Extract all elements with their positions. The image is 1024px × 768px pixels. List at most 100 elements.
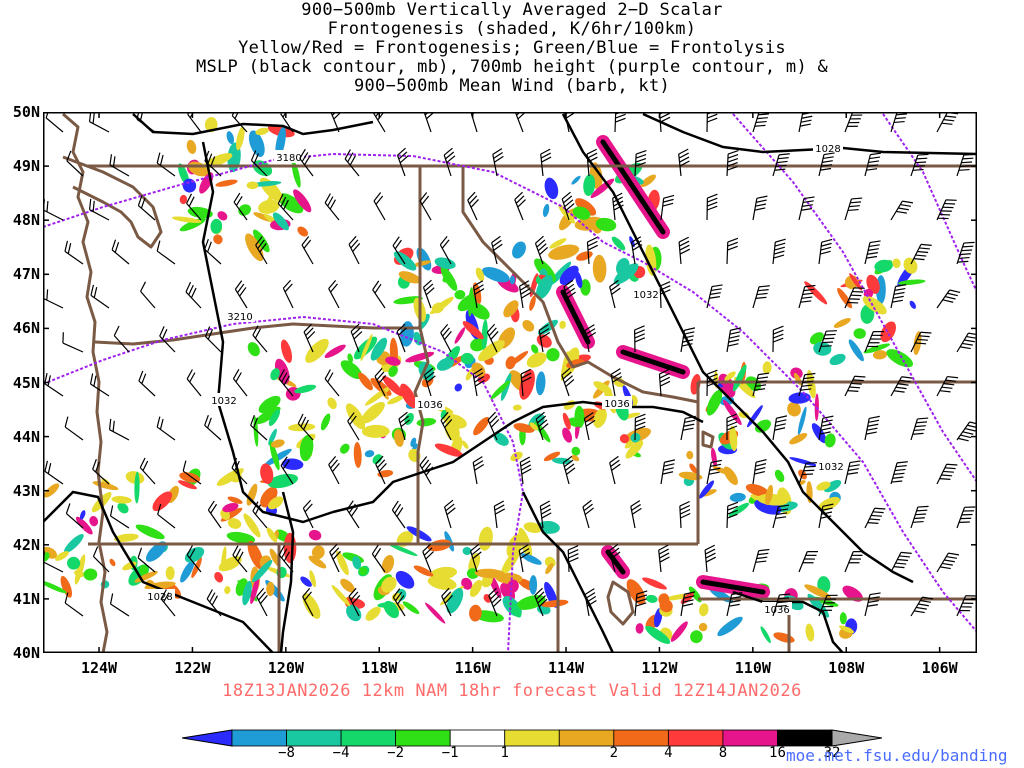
- frontogenesis-band-core: [600, 139, 666, 235]
- frontogenesis-cell: [559, 320, 566, 329]
- wind-barb: [772, 415, 788, 441]
- wind-barb: [303, 323, 316, 353]
- wind-barb: [726, 149, 739, 177]
- frontolysis-cell: [272, 212, 289, 231]
- frontolysis-cell: [774, 469, 785, 482]
- frontogenesis-cell: [562, 412, 571, 430]
- wind-barb: [582, 499, 595, 529]
- frontogenesis-cell: [266, 527, 278, 543]
- wind-barb: [936, 552, 960, 573]
- wind-barb: [250, 414, 268, 441]
- frontogenesis-cell: [186, 139, 197, 154]
- frontogenesis-cell: [214, 571, 224, 583]
- frontogenesis-cell: [44, 483, 60, 498]
- lat-label: 46N: [12, 319, 40, 338]
- frontolysis-cell: [226, 531, 256, 544]
- wind-barb: [204, 238, 222, 265]
- frontolysis-cell: [797, 406, 807, 436]
- frontolysis-cell: [544, 177, 559, 200]
- frontolysis-cell: [63, 533, 84, 554]
- frontogenesis-cell: [469, 604, 482, 622]
- frontolysis-cell: [646, 594, 658, 603]
- wind-barb: [371, 544, 386, 573]
- wind-barb: [137, 547, 156, 573]
- frontolysis-cell: [270, 368, 280, 381]
- frontogenesis-cell: [465, 367, 475, 381]
- frontogenesis-cell: [217, 211, 228, 221]
- frontogenesis-cell: [619, 434, 629, 444]
- source-url[interactable]: moe.met.fsu.edu/banding: [786, 746, 1008, 765]
- wind-barb: [561, 191, 575, 221]
- wind-barb: [256, 587, 268, 617]
- frontogenesis-cell: [790, 367, 803, 379]
- mslp-label: 1032: [818, 462, 843, 473]
- frontolysis-cell: [83, 568, 98, 581]
- frontogenesis-cell: [699, 603, 709, 617]
- colorbar-swatch: [449, 729, 506, 747]
- mslp-label-bg: [145, 589, 175, 602]
- frontogenesis-cell: [626, 579, 646, 605]
- frontogenesis-cell: [393, 429, 404, 447]
- frontolysis-cell: [281, 458, 304, 470]
- frontolysis-cell: [572, 206, 591, 220]
- wind-barb: [864, 415, 880, 441]
- frontolysis-cell: [268, 409, 280, 426]
- wind-barb: [562, 455, 576, 485]
- frontolysis-cell: [377, 602, 395, 608]
- wind-barb: [752, 459, 767, 485]
- pacific-coastline: [62, 112, 109, 653]
- frontolysis-cell: [788, 392, 811, 404]
- height-contour-3180: [43, 152, 977, 633]
- wind-barb: [469, 543, 482, 573]
- frontogenesis-cell: [625, 440, 644, 459]
- mslp-label-bg: [415, 397, 445, 410]
- frontogenesis-cell: [266, 192, 276, 203]
- frontolysis-cell: [482, 267, 510, 283]
- frontolysis-cell: [717, 616, 743, 637]
- wind-barb: [44, 460, 64, 485]
- wind-barb: [372, 280, 386, 309]
- wind-barb: [64, 240, 84, 265]
- frontolysis-cell: [139, 564, 149, 577]
- wind-barb: [396, 147, 409, 177]
- frontolysis-cell: [340, 360, 363, 379]
- frontolysis-cell: [853, 328, 866, 339]
- wind-barb: [231, 457, 248, 485]
- wind-barb: [818, 594, 838, 617]
- title-line-1: Frontogenesis (shaded, K/6hr/100km): [327, 19, 697, 39]
- wind-barb: [844, 460, 861, 485]
- wind-barb: [610, 368, 623, 397]
- frontolysis-cell: [789, 457, 817, 467]
- wind-barb: [890, 112, 908, 133]
- frontogenesis-cell: [222, 502, 239, 513]
- wind-barb: [392, 588, 406, 617]
- wind-barb: [706, 369, 718, 397]
- frontolysis-cell: [529, 575, 538, 595]
- wind-barb: [726, 501, 739, 529]
- lat-label: 41N: [12, 589, 40, 608]
- wind-barb: [726, 237, 739, 265]
- frontogenesis-cell: [575, 198, 597, 216]
- wind-barb: [278, 545, 294, 573]
- wind-barb: [634, 590, 648, 617]
- frontolysis-cell: [364, 450, 375, 458]
- frontolysis-cell: [67, 556, 81, 570]
- mslp-label-bg: [816, 459, 846, 472]
- mslp-contour-1036-south: [732, 590, 844, 653]
- frontolysis-cell: [258, 395, 281, 414]
- wind-barb: [706, 459, 722, 485]
- wind-barb: [634, 413, 646, 441]
- wind-barb: [232, 545, 248, 573]
- colorbar-tick-label: −4: [332, 745, 350, 761]
- frontolysis-cell: [521, 553, 542, 565]
- frontogenesis-cell: [590, 178, 615, 199]
- wind-barb: [277, 193, 294, 221]
- frontogenesis-cell: [382, 375, 404, 397]
- wind-barb: [234, 280, 248, 309]
- wind-barb: [231, 112, 248, 133]
- wind-barb: [586, 148, 598, 177]
- frontogenesis-cell: [469, 579, 483, 598]
- frontolysis-cell: [460, 352, 474, 365]
- wind-barb: [419, 192, 432, 221]
- colorbar-swatch: [395, 729, 451, 747]
